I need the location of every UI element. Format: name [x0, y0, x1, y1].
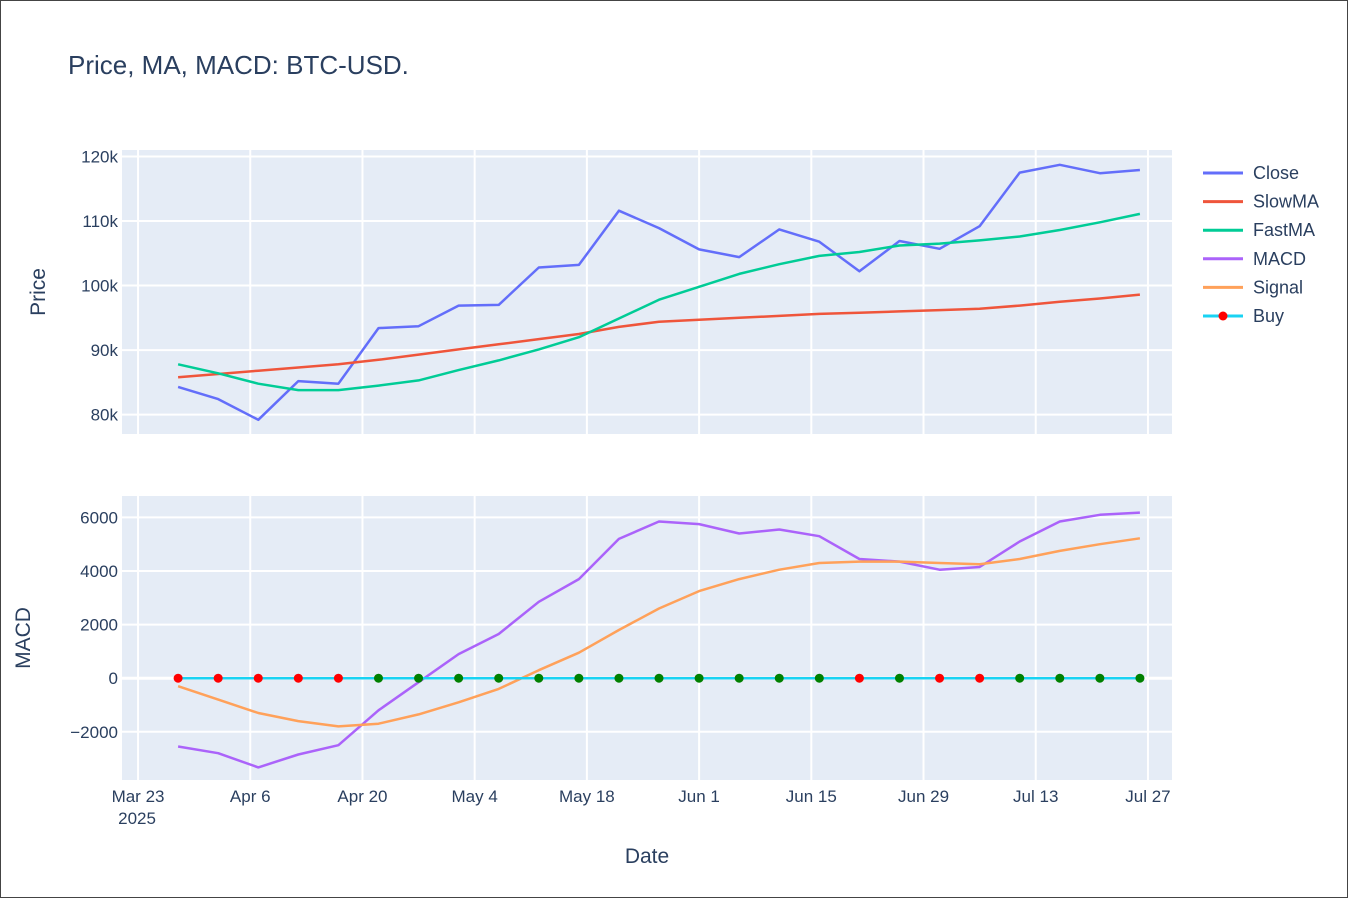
x-tick-label: Jun 29 — [898, 787, 949, 806]
x-tick-label: Apr 6 — [230, 787, 271, 806]
buy-marker — [213, 673, 223, 683]
legend-label: MACD — [1253, 249, 1306, 269]
buy-marker — [454, 673, 464, 683]
x-axis-title: Date — [625, 845, 669, 868]
legend-label: Buy — [1253, 306, 1284, 326]
buy-marker — [654, 673, 664, 683]
x-tick-label: May 4 — [452, 787, 498, 806]
price-y-tick-label: 100k — [81, 277, 118, 296]
x-tick-year-label: 2025 — [118, 809, 156, 828]
legend-item-buy[interactable]: Buy — [1203, 306, 1284, 326]
series-line-close — [177, 163, 1140, 422]
buy-marker — [935, 673, 945, 683]
buy-marker — [494, 673, 504, 683]
legend-item-signal[interactable]: Signal — [1203, 277, 1303, 297]
legend-label: Signal — [1253, 277, 1303, 297]
buy-marker — [414, 673, 424, 683]
buy-marker — [1135, 673, 1145, 683]
legend-item-close[interactable]: Close — [1203, 163, 1299, 183]
series-line-signal — [177, 537, 1141, 728]
legend-label: SlowMA — [1253, 192, 1319, 212]
buy-marker — [1055, 673, 1065, 683]
legend-item-fastma[interactable]: FastMA — [1203, 220, 1315, 240]
buy-marker — [173, 673, 183, 683]
buy-marker — [694, 673, 704, 683]
macd-plot-area — [122, 496, 1172, 780]
buy-marker — [574, 673, 584, 683]
macd-y-tick-label: −2000 — [70, 723, 118, 742]
buy-marker — [253, 673, 263, 683]
macd-y-tick-label: 2000 — [80, 616, 118, 635]
buy-marker — [854, 673, 864, 683]
buy-marker — [734, 673, 744, 683]
macd-y-axis-title: MACD — [12, 607, 35, 669]
buy-marker — [333, 673, 343, 683]
price-y-tick-label: 80k — [91, 406, 119, 425]
price-y-tick-label: 110k — [82, 212, 118, 231]
x-tick-label: Jul 27 — [1125, 787, 1170, 806]
price-y-tick-label: 90k — [91, 341, 119, 360]
series-line-slowma — [178, 293, 1141, 379]
legend-label: FastMA — [1253, 220, 1315, 240]
chart-title: Price, MA, MACD: BTC-USD. — [68, 50, 409, 80]
price-plot-area — [122, 150, 1172, 434]
macd-y-tick-label: 0 — [109, 669, 118, 688]
x-tick-label: Jun 15 — [786, 787, 837, 806]
legend-item-macd[interactable]: MACD — [1203, 249, 1306, 269]
x-tick-label: Jun 1 — [678, 787, 720, 806]
buy-marker — [534, 673, 544, 683]
macd-y-tick-label: 4000 — [80, 562, 118, 581]
buy-marker — [975, 673, 985, 683]
buy-marker — [293, 673, 303, 683]
buy-marker — [814, 673, 824, 683]
buy-marker — [1015, 673, 1025, 683]
buy-marker — [1095, 673, 1105, 683]
legend-marker — [1218, 311, 1228, 321]
x-tick-label: Jul 13 — [1013, 787, 1058, 806]
legend-item-slowma[interactable]: SlowMA — [1203, 192, 1319, 212]
series-line-fastma — [177, 212, 1141, 392]
legend-label: Close — [1253, 163, 1299, 183]
x-tick-label: Apr 20 — [337, 787, 387, 806]
price-y-axis-title: Price — [27, 268, 50, 316]
buy-marker — [774, 673, 784, 683]
buy-marker — [894, 673, 904, 683]
series-line-macd — [177, 511, 1140, 769]
macd-y-tick-label: 6000 — [80, 508, 118, 527]
buy-marker — [373, 673, 383, 683]
x-tick-label: May 18 — [559, 787, 615, 806]
price-y-tick-label: 120k — [81, 147, 118, 166]
x-tick-label: Mar 23 — [112, 787, 165, 806]
buy-marker — [614, 673, 624, 683]
